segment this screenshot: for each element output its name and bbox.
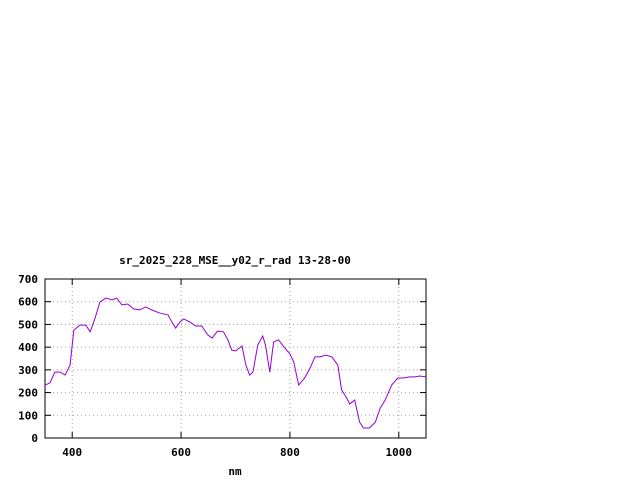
y-tick-label: 600 (18, 296, 38, 309)
x-tick-label: 400 (62, 446, 82, 459)
y-tick-label: 0 (31, 432, 38, 445)
y-tick-label: 400 (18, 341, 38, 354)
y-tick-label: 500 (18, 318, 38, 331)
y-tick-label: 300 (18, 364, 38, 377)
x-tick-label: 800 (280, 446, 300, 459)
chart-title: sr_2025_228_MSE__y02_r_rad 13-28-00 (119, 254, 351, 267)
plot-frame (44, 278, 427, 439)
x-tick-label: 1000 (386, 446, 413, 459)
y-tick-label: 100 (18, 409, 38, 422)
x-axis-label: nm (228, 465, 242, 478)
x-tick-label: 600 (171, 446, 191, 459)
data-line (44, 297, 427, 429)
y-tick-label: 700 (18, 273, 38, 286)
y-tick-label: 200 (18, 387, 38, 400)
